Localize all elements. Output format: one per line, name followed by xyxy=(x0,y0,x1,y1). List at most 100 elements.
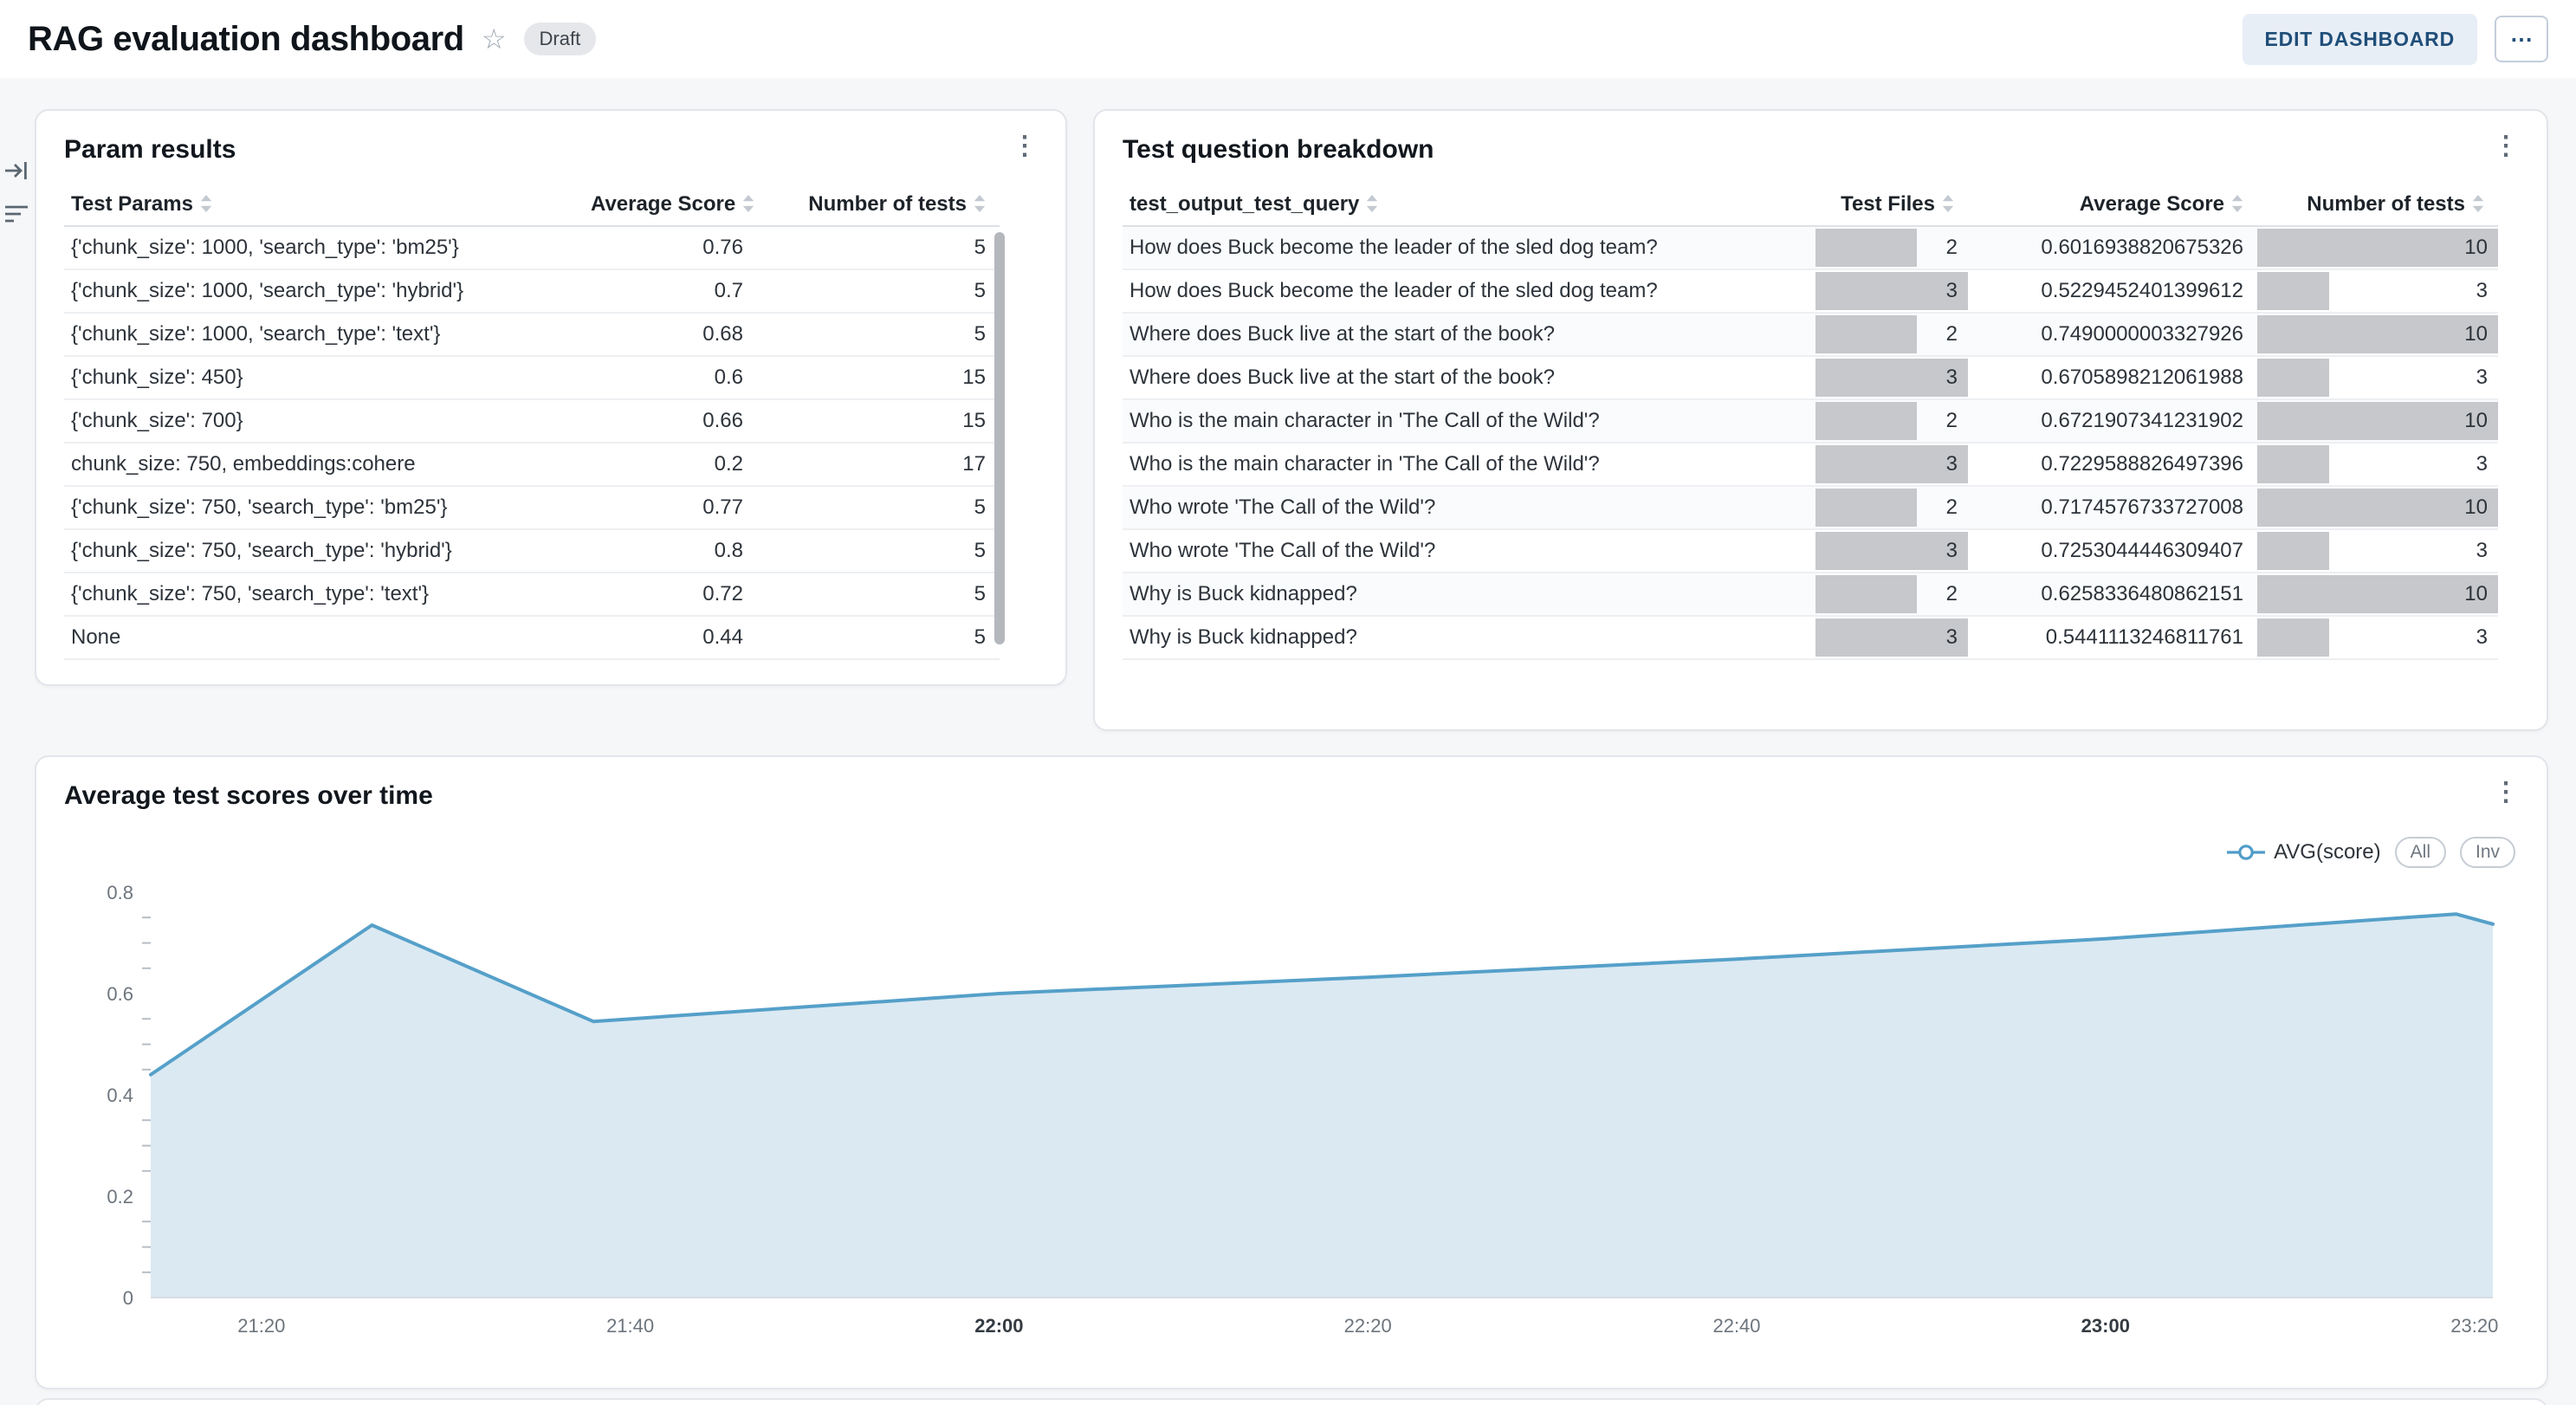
param-cell: {'chunk_size': 750, 'search_type': 'bm25… xyxy=(64,486,584,530)
svg-text:23:20: 23:20 xyxy=(2450,1315,2498,1337)
page-title: RAG evaluation dashboard xyxy=(28,19,464,58)
num-tests-cell: 17 xyxy=(757,443,1000,487)
param-cell: {'chunk_size': 750, 'search_type': 'text… xyxy=(64,573,584,617)
query-cell: Who wrote 'The Call of the Wild'? xyxy=(1123,529,1815,573)
param-cell: {'chunk_size': 1000, 'search_type': 'bm2… xyxy=(64,226,584,270)
side-toolbar xyxy=(3,158,29,227)
column-header-average-score[interactable]: Average Score xyxy=(584,184,757,227)
collapse-panel-icon[interactable] xyxy=(3,158,29,184)
param-results-tbody: {'chunk_size': 1000, 'search_type': 'bm2… xyxy=(64,226,1000,660)
num-tests-cell: 5 xyxy=(757,313,1000,357)
num-tests-cell: 10 xyxy=(2257,226,2498,270)
avg-score-cell: 0.77 xyxy=(584,486,757,530)
table-row: Where does Buck live at the start of the… xyxy=(1123,356,2498,400)
table-row: How does Buck become the leader of the s… xyxy=(1123,226,2498,270)
query-cell: Why is Buck kidnapped? xyxy=(1123,616,1815,660)
avg-score-cell: 0.66 xyxy=(584,399,757,444)
svg-text:0.2: 0.2 xyxy=(107,1186,133,1208)
param-cell: {'chunk_size': 700} xyxy=(64,399,584,444)
num-tests-cell: 5 xyxy=(757,529,1000,573)
num-tests-cell: 10 xyxy=(2257,486,2498,530)
svg-text:0.4: 0.4 xyxy=(107,1085,133,1106)
kebab-menu-icon[interactable]: ⋮ xyxy=(2486,780,2526,806)
test-files-cell: 2 xyxy=(1815,573,1968,617)
scores-line-chart[interactable]: 0 0.2 0.4 0.6 0.8 21:20 21:40 22:00 22:20 22:40 23… xyxy=(50,871,2536,1374)
avg-score-cell: 0.68 xyxy=(584,313,757,357)
avg-score-cell: 0.8 xyxy=(584,529,757,573)
svg-text:0.8: 0.8 xyxy=(107,882,133,903)
table-row: {'chunk_size': 750, 'search_type': 'text… xyxy=(64,573,1000,617)
param-cell: {'chunk_size': 1000, 'search_type': 'hyb… xyxy=(64,269,584,314)
table-row: Why is Buck kidnapped? 3 0.544111324681176… xyxy=(1123,616,2498,660)
more-options-button[interactable]: ⋯ xyxy=(2495,16,2548,62)
legend-all-button[interactable]: All xyxy=(2394,837,2446,868)
avg-score-cell: 0.7229588826497396 xyxy=(1968,443,2257,487)
test-files-cell: 2 xyxy=(1815,486,1968,530)
avg-score-cell: 0.72 xyxy=(584,573,757,617)
num-tests-cell: 3 xyxy=(2257,443,2498,487)
avg-score-cell: 0.2 xyxy=(584,443,757,487)
avg-score-cell: 0.7253044446309407 xyxy=(1968,529,2257,573)
query-cell: Who wrote 'The Call of the Wild'? xyxy=(1123,486,1815,530)
table-row: How does Buck become the leader of the s… xyxy=(1123,269,2498,314)
legend-inv-button[interactable]: Inv xyxy=(2459,837,2515,868)
test-files-cell: 3 xyxy=(1815,269,1968,314)
svg-text:22:40: 22:40 xyxy=(1712,1315,1760,1337)
question-breakdown-table: test_output_test_query Test Files Averag… xyxy=(1123,184,2498,660)
query-cell: Who is the main character in 'The Call o… xyxy=(1123,443,1815,487)
table-row: Who is the main character in 'The Call o… xyxy=(1123,399,2498,444)
avg-score-cell: 0.6016938820675326 xyxy=(1968,226,2257,270)
column-header-average-score[interactable]: Average Score xyxy=(1968,184,2257,227)
question-breakdown-card: Test question breakdown ⋮ test_output_te… xyxy=(1093,109,2548,731)
line-marker-icon xyxy=(2227,845,2266,860)
num-tests-cell: 10 xyxy=(2257,399,2498,444)
column-header-number-of-tests[interactable]: Number of tests xyxy=(2257,184,2498,227)
num-tests-cell: 3 xyxy=(2257,616,2498,660)
star-icon[interactable]: ☆ xyxy=(481,23,507,55)
param-results-card: Param results ⋮ Test Params Average Scor… xyxy=(35,109,1067,686)
table-row: {'chunk_size': 1000, 'search_type': 'hyb… xyxy=(64,269,1000,314)
status-badge: Draft xyxy=(523,23,597,55)
query-cell: Where does Buck live at the start of the… xyxy=(1123,356,1815,400)
param-cell: {'chunk_size': 750, 'search_type': 'hybr… xyxy=(64,529,584,573)
svg-text:23:00: 23:00 xyxy=(2081,1315,2130,1337)
column-header-test-files[interactable]: Test Files xyxy=(1815,184,1968,227)
column-header-test-params[interactable]: Test Params xyxy=(64,184,584,227)
test-files-cell: 2 xyxy=(1815,399,1968,444)
column-header-number-of-tests[interactable]: Number of tests xyxy=(757,184,1000,227)
edit-dashboard-button[interactable]: EDIT DASHBOARD xyxy=(2242,13,2477,65)
table-row: {'chunk_size': 750, 'search_type': 'hybr… xyxy=(64,529,1000,573)
num-tests-cell: 3 xyxy=(2257,529,2498,573)
card-title: Average test scores over time xyxy=(64,781,433,810)
header: RAG evaluation dashboard ☆ Draft EDIT DA… xyxy=(0,0,2576,78)
num-tests-cell: 15 xyxy=(757,356,1000,400)
param-cell: chunk_size: 750, embeddings:cohere xyxy=(64,443,584,487)
svg-text:0.6: 0.6 xyxy=(107,983,133,1005)
next-card-top-edge xyxy=(35,1398,2548,1405)
scrollbar-thumb[interactable] xyxy=(994,232,1005,644)
svg-text:22:00: 22:00 xyxy=(974,1315,1023,1337)
legend-label: AVG(score) xyxy=(2274,840,2381,864)
param-cell: {'chunk_size': 1000, 'search_type': 'tex… xyxy=(64,313,584,357)
avg-score-cell: 0.6721907341231902 xyxy=(1968,399,2257,444)
table-row: Who is the main character in 'The Call o… xyxy=(1123,443,2498,487)
num-tests-cell: 5 xyxy=(757,486,1000,530)
query-cell: Why is Buck kidnapped? xyxy=(1123,573,1815,617)
column-header-test-output-test-query[interactable]: test_output_test_query xyxy=(1123,184,1815,227)
avg-score-cell: 0.44 xyxy=(584,616,757,660)
question-breakdown-tbody: How does Buck become the leader of the s… xyxy=(1123,226,2498,660)
card-title: Param results xyxy=(64,135,236,164)
svg-text:21:40: 21:40 xyxy=(606,1315,654,1337)
filter-icon[interactable] xyxy=(3,201,29,227)
table-row: {'chunk_size': 1000, 'search_type': 'tex… xyxy=(64,313,1000,357)
param-cell: None xyxy=(64,616,584,660)
param-results-table: Test Params Average Score Number of test… xyxy=(64,184,1000,660)
table-row: None 0.44 5 xyxy=(64,616,1000,660)
kebab-menu-icon[interactable]: ⋮ xyxy=(2486,133,2526,159)
card-title: Test question breakdown xyxy=(1123,135,1434,164)
legend-item-avg-score[interactable]: AVG(score) xyxy=(2227,840,2381,864)
kebab-menu-icon[interactable]: ⋮ xyxy=(1005,133,1045,159)
query-cell: How does Buck become the leader of the s… xyxy=(1123,226,1815,270)
table-row: {'chunk_size': 700} 0.66 15 xyxy=(64,399,1000,444)
